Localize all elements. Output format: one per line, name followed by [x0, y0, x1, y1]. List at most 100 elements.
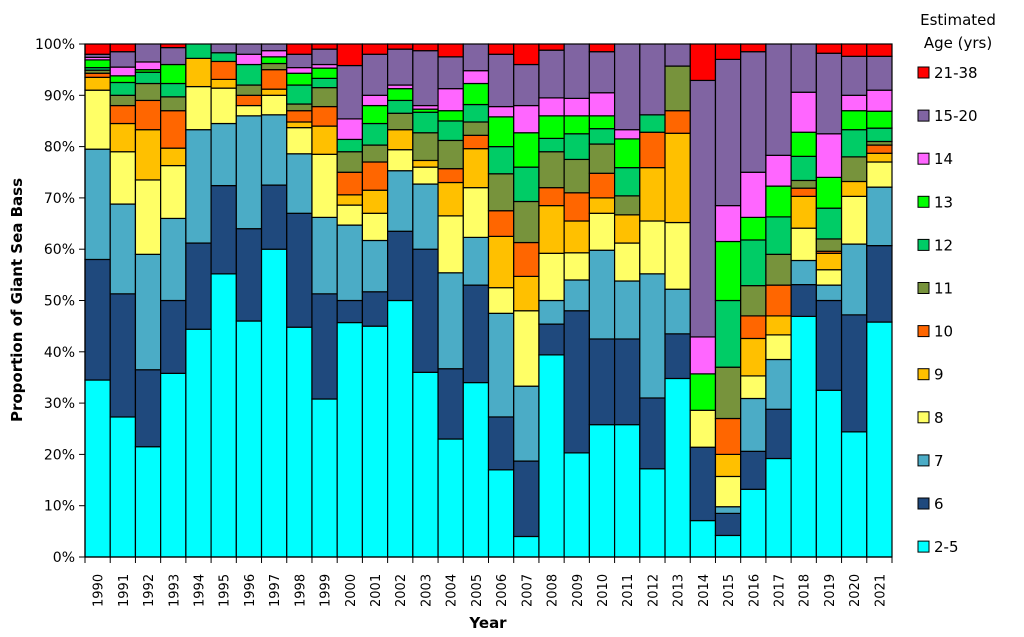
bar-segment-1997-8 [260, 94, 288, 116]
bar-segment-2014-6 [689, 446, 717, 522]
bar-segment-2012-7 [639, 273, 666, 399]
bar-segment-2005-13 [462, 82, 490, 106]
bar-segment-2010-2-5 [588, 424, 616, 558]
bar-segment-2018-13 [790, 131, 817, 157]
bar-segment-2013-15-20 [664, 43, 691, 67]
bar-segment-2018-8 [790, 227, 817, 262]
legend-swatch-6 [917, 497, 930, 510]
bar-segment-2014-8 [689, 409, 717, 448]
bar-segment-2019-14 [815, 133, 843, 178]
legend-swatch-15-20 [917, 109, 930, 122]
bar-segment-2015-21-38 [714, 43, 742, 60]
bar-segment-2001-7 [361, 239, 389, 293]
bar-segment-1995-2-5 [210, 273, 237, 558]
bar-segment-1996-12 [235, 63, 263, 86]
bar-segment-2002-9 [387, 129, 414, 151]
bar-segment-2009-8 [563, 252, 590, 281]
bar-segment-1994-6 [185, 242, 212, 330]
x-tick-label: 2014 [697, 574, 712, 607]
bar-segment-2018-9 [790, 195, 817, 229]
bar-segment-1996-8 [235, 104, 263, 117]
bar-segment-2018-11 [790, 179, 817, 189]
legend-swatch-7 [917, 454, 930, 467]
bar-segment-2019-2-5 [815, 389, 843, 558]
x-tick-label: 2016 [747, 574, 762, 607]
bar-segment-2000-10 [336, 171, 364, 196]
bar-segment-2009-9 [563, 220, 590, 254]
bar-segment-2018-7 [790, 259, 817, 286]
bar-segment-1991-13 [109, 75, 137, 84]
bar-segment-2015-8 [714, 475, 742, 508]
bar-segment-1998-6 [286, 212, 313, 328]
bar-segment-1997-6 [260, 184, 288, 250]
bar-segment-1999-11 [311, 87, 338, 108]
bar-segment-2020-14 [840, 94, 868, 112]
legend-swatch-9 [917, 368, 930, 381]
x-tick-label: 2013 [672, 574, 687, 607]
bar-segment-2019-7 [815, 284, 843, 302]
bar-segment-2017-10 [765, 284, 792, 317]
bar-segment-1994-9 [185, 57, 212, 88]
y-tick-label: 0% [53, 550, 75, 566]
bar-segment-2000-6 [336, 299, 364, 324]
bar-segment-2003-21-38 [412, 43, 439, 52]
bar-segment-2000-15-20 [336, 64, 364, 120]
bar-segment-1997-15-20 [260, 43, 288, 52]
bar-segment-1997-9 [260, 88, 288, 96]
legend-label-7: 7 [934, 452, 944, 470]
bar-segment-2021-15-20 [866, 55, 893, 91]
bar-segment-2008-12 [538, 137, 565, 153]
x-tick-label: 1993 [167, 574, 182, 607]
bar-segment-2002-11 [387, 112, 414, 131]
bar-segment-2010-8 [588, 212, 616, 251]
bar-segment-1997-7 [260, 114, 288, 186]
x-tick-label: 2003 [419, 574, 434, 607]
bar-segment-2010-14 [588, 92, 616, 117]
bar-segment-2004-7 [437, 272, 464, 370]
y-tick-label: 70% [44, 191, 75, 207]
bar-segment-2007-11 [513, 200, 540, 244]
bar-segment-1995-8 [210, 87, 237, 125]
bar-segment-2001-8 [361, 212, 389, 242]
bar-segment-2008-11 [538, 151, 565, 189]
bar-segment-2021-8 [866, 161, 893, 188]
bar-segment-2010-21-38 [588, 43, 616, 53]
bar-segment-2004-2-5 [437, 438, 464, 558]
x-tick-label: 2009 [571, 574, 586, 607]
x-tick-label: 1991 [117, 574, 132, 607]
bar-segment-2008-14 [538, 97, 565, 117]
bar-segment-2005-10 [462, 134, 490, 150]
bar-segment-2021-9 [866, 152, 893, 163]
bar-segment-1998-15-20 [286, 53, 313, 69]
bar-segment-2002-13 [387, 88, 414, 102]
bar-segment-1999-9 [311, 125, 338, 155]
bar-segment-1993-11 [160, 96, 187, 112]
bar-segment-1999-21-38 [311, 43, 338, 50]
bar-segment-1991-15-20 [109, 51, 137, 68]
bar-segment-1995-6 [210, 184, 237, 275]
bar-segment-2010-12 [588, 128, 616, 145]
bar-segment-2019-12 [815, 207, 843, 240]
bar-segment-2016-11 [740, 285, 767, 317]
bar-segment-1999-13 [311, 67, 338, 79]
bar-segment-2011-8 [613, 242, 641, 282]
x-tick-label: 1990 [92, 574, 107, 607]
bar-segment-2002-21-38 [387, 43, 414, 50]
bar-segment-2001-12 [361, 122, 389, 146]
bar-segment-1993-2-5 [160, 372, 187, 558]
bar-segment-2018-6 [790, 283, 817, 318]
bar-segment-2015-6 [714, 512, 742, 537]
bar-segment-2000-11 [336, 151, 364, 173]
x-tick-label: 2004 [445, 574, 460, 607]
bar-segment-2012-8 [639, 220, 666, 275]
bar-segment-1992-11 [134, 82, 162, 102]
bar-segment-2017-7 [765, 358, 792, 410]
bar-segment-2006-15-20 [487, 53, 515, 108]
x-tick-label: 2008 [546, 574, 561, 607]
bar-segment-2004-8 [437, 215, 464, 274]
bar-segment-2014-13 [689, 373, 717, 411]
bar-segment-2018-14 [790, 91, 817, 133]
bar-segment-1996-11 [235, 84, 263, 96]
bar-segment-2004-12 [437, 120, 464, 142]
bar-segment-2015-2-5 [714, 534, 742, 558]
